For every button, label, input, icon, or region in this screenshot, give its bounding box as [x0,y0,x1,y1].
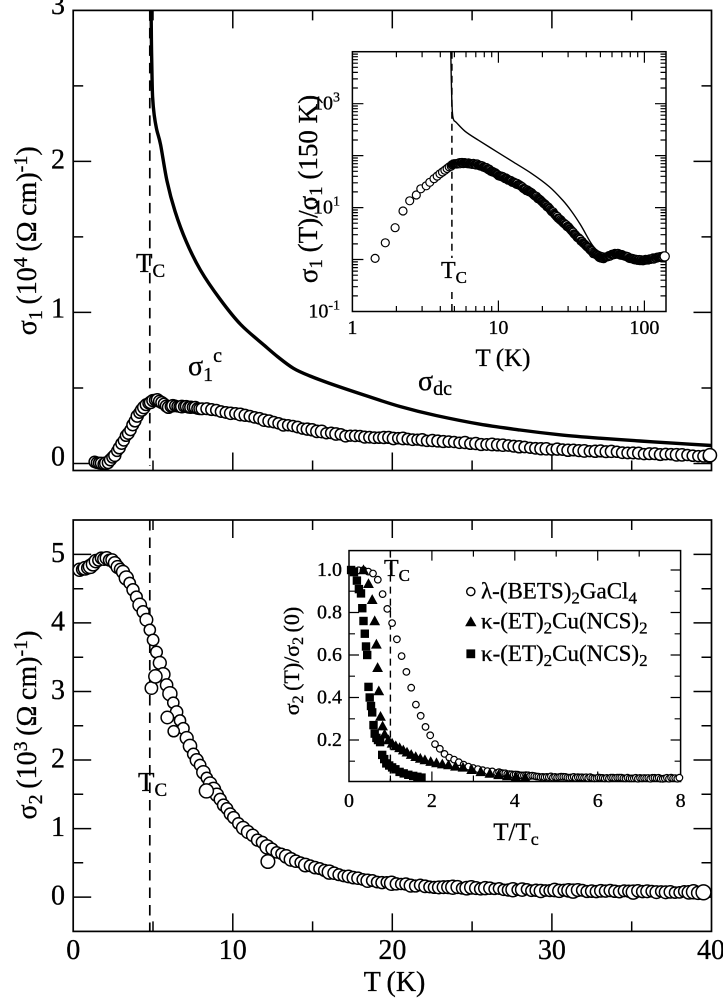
svg-text:1: 1 [347,317,357,339]
svg-text:2: 2 [51,744,65,775]
svg-text:0.8: 0.8 [317,602,342,624]
svg-text:10: 10 [488,317,508,339]
svg-text:100: 100 [629,317,659,339]
svg-text:σ2 (103 (Ω cm)-1): σ2 (103 (Ω cm)-1) [10,631,47,820]
svg-text:6: 6 [593,790,603,812]
svg-text:30: 30 [538,935,566,966]
svg-text:T (K): T (K) [364,967,426,998]
svg-text:1: 1 [51,812,65,843]
svg-text:101: 101 [313,195,340,219]
svg-text:20: 20 [378,935,406,966]
svg-text:κ-(ET)2Cu(NCS)2: κ-(ET)2Cu(NCS)2 [481,609,648,638]
svg-text:0: 0 [51,442,65,473]
svg-text:T (K): T (K) [476,345,531,372]
svg-text:5: 5 [51,538,65,569]
svg-text:2: 2 [427,790,437,812]
svg-text:40: 40 [697,935,723,966]
svg-text:1: 1 [51,293,65,324]
svg-text:4: 4 [51,606,65,637]
svg-text:0.6: 0.6 [317,644,342,666]
svg-text:σ1 (104 (Ω cm)-1): σ1 (104 (Ω cm)-1) [10,146,47,335]
svg-text:0.4: 0.4 [317,687,342,709]
svg-text:TC: TC [384,556,410,585]
svg-text:8: 8 [676,790,686,812]
svg-text:3: 3 [51,0,65,21]
svg-text:λ-(BETS)2GaCl4: λ-(BETS)2GaCl4 [481,579,637,608]
svg-text:2: 2 [51,144,65,175]
svg-text:0: 0 [66,935,80,966]
svg-text:1.0: 1.0 [317,559,342,581]
svg-text:κ-(ET)2Cu(NCS)2: κ-(ET)2Cu(NCS)2 [481,641,648,670]
svg-text:0.2: 0.2 [317,729,342,751]
svg-text:10: 10 [219,935,247,966]
svg-text:3: 3 [51,675,65,706]
svg-text:4: 4 [510,790,520,812]
svg-text:0: 0 [344,790,354,812]
svg-text:σ1c: σ1c [188,345,222,386]
svg-text:σ1 (T)/σ1 (150 K): σ1 (T)/σ1 (150 K) [293,95,327,283]
svg-text:0: 0 [51,881,65,912]
